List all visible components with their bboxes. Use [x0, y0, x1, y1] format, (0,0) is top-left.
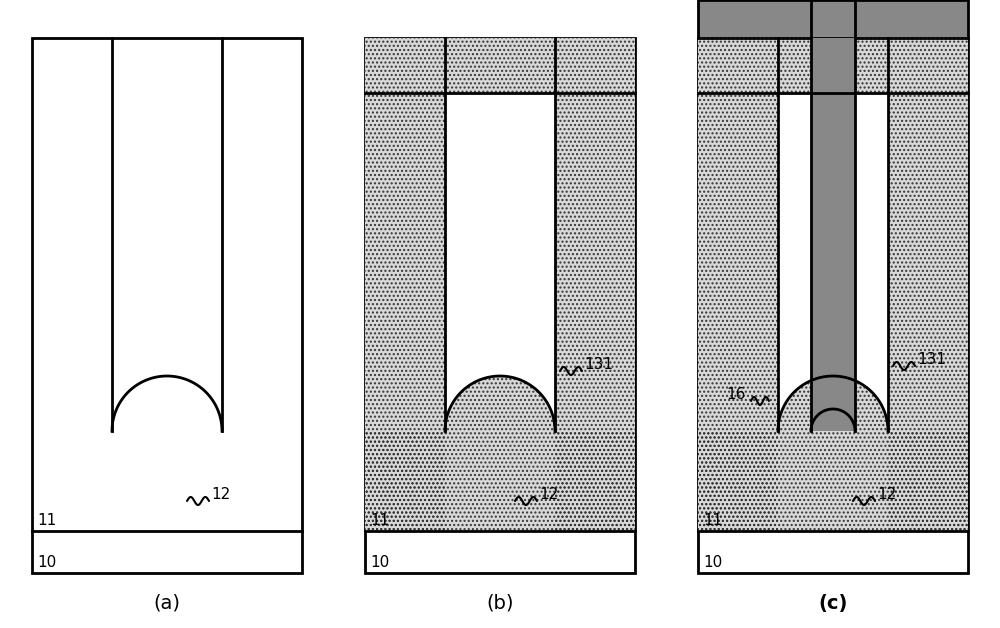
Bar [555, 93, 635, 531]
Text: 10: 10 [703, 555, 722, 570]
Bar [32, 38, 302, 573]
Bar [888, 93, 968, 531]
Polygon shape [365, 376, 635, 531]
Bar [365, 93, 445, 531]
Text: 131: 131 [584, 357, 613, 372]
Text: 12: 12 [877, 487, 896, 502]
Text: 12: 12 [539, 487, 558, 502]
Bar [698, 38, 968, 93]
Bar [698, 93, 778, 531]
Text: 16: 16 [726, 387, 745, 402]
Bar [365, 38, 635, 573]
Bar [698, 38, 968, 573]
Text: (b): (b) [486, 593, 514, 612]
Bar [365, 38, 635, 93]
Text: (a): (a) [154, 593, 180, 612]
Polygon shape [698, 376, 968, 531]
Bar [811, 38, 855, 431]
Text: 11: 11 [37, 513, 56, 528]
Bar [365, 93, 445, 531]
Bar [888, 93, 968, 531]
Text: 12: 12 [211, 487, 230, 502]
Bar [698, 93, 778, 531]
Text: 10: 10 [370, 555, 389, 570]
Text: 131: 131 [917, 352, 946, 367]
Bar [365, 38, 635, 93]
Text: 11: 11 [703, 513, 722, 528]
Text: 10: 10 [37, 555, 56, 570]
Bar [698, 0, 968, 38]
Text: (c): (c) [818, 593, 848, 612]
Bar [555, 93, 635, 531]
Bar [698, 38, 968, 93]
Polygon shape [811, 409, 855, 431]
Text: 11: 11 [370, 513, 389, 528]
